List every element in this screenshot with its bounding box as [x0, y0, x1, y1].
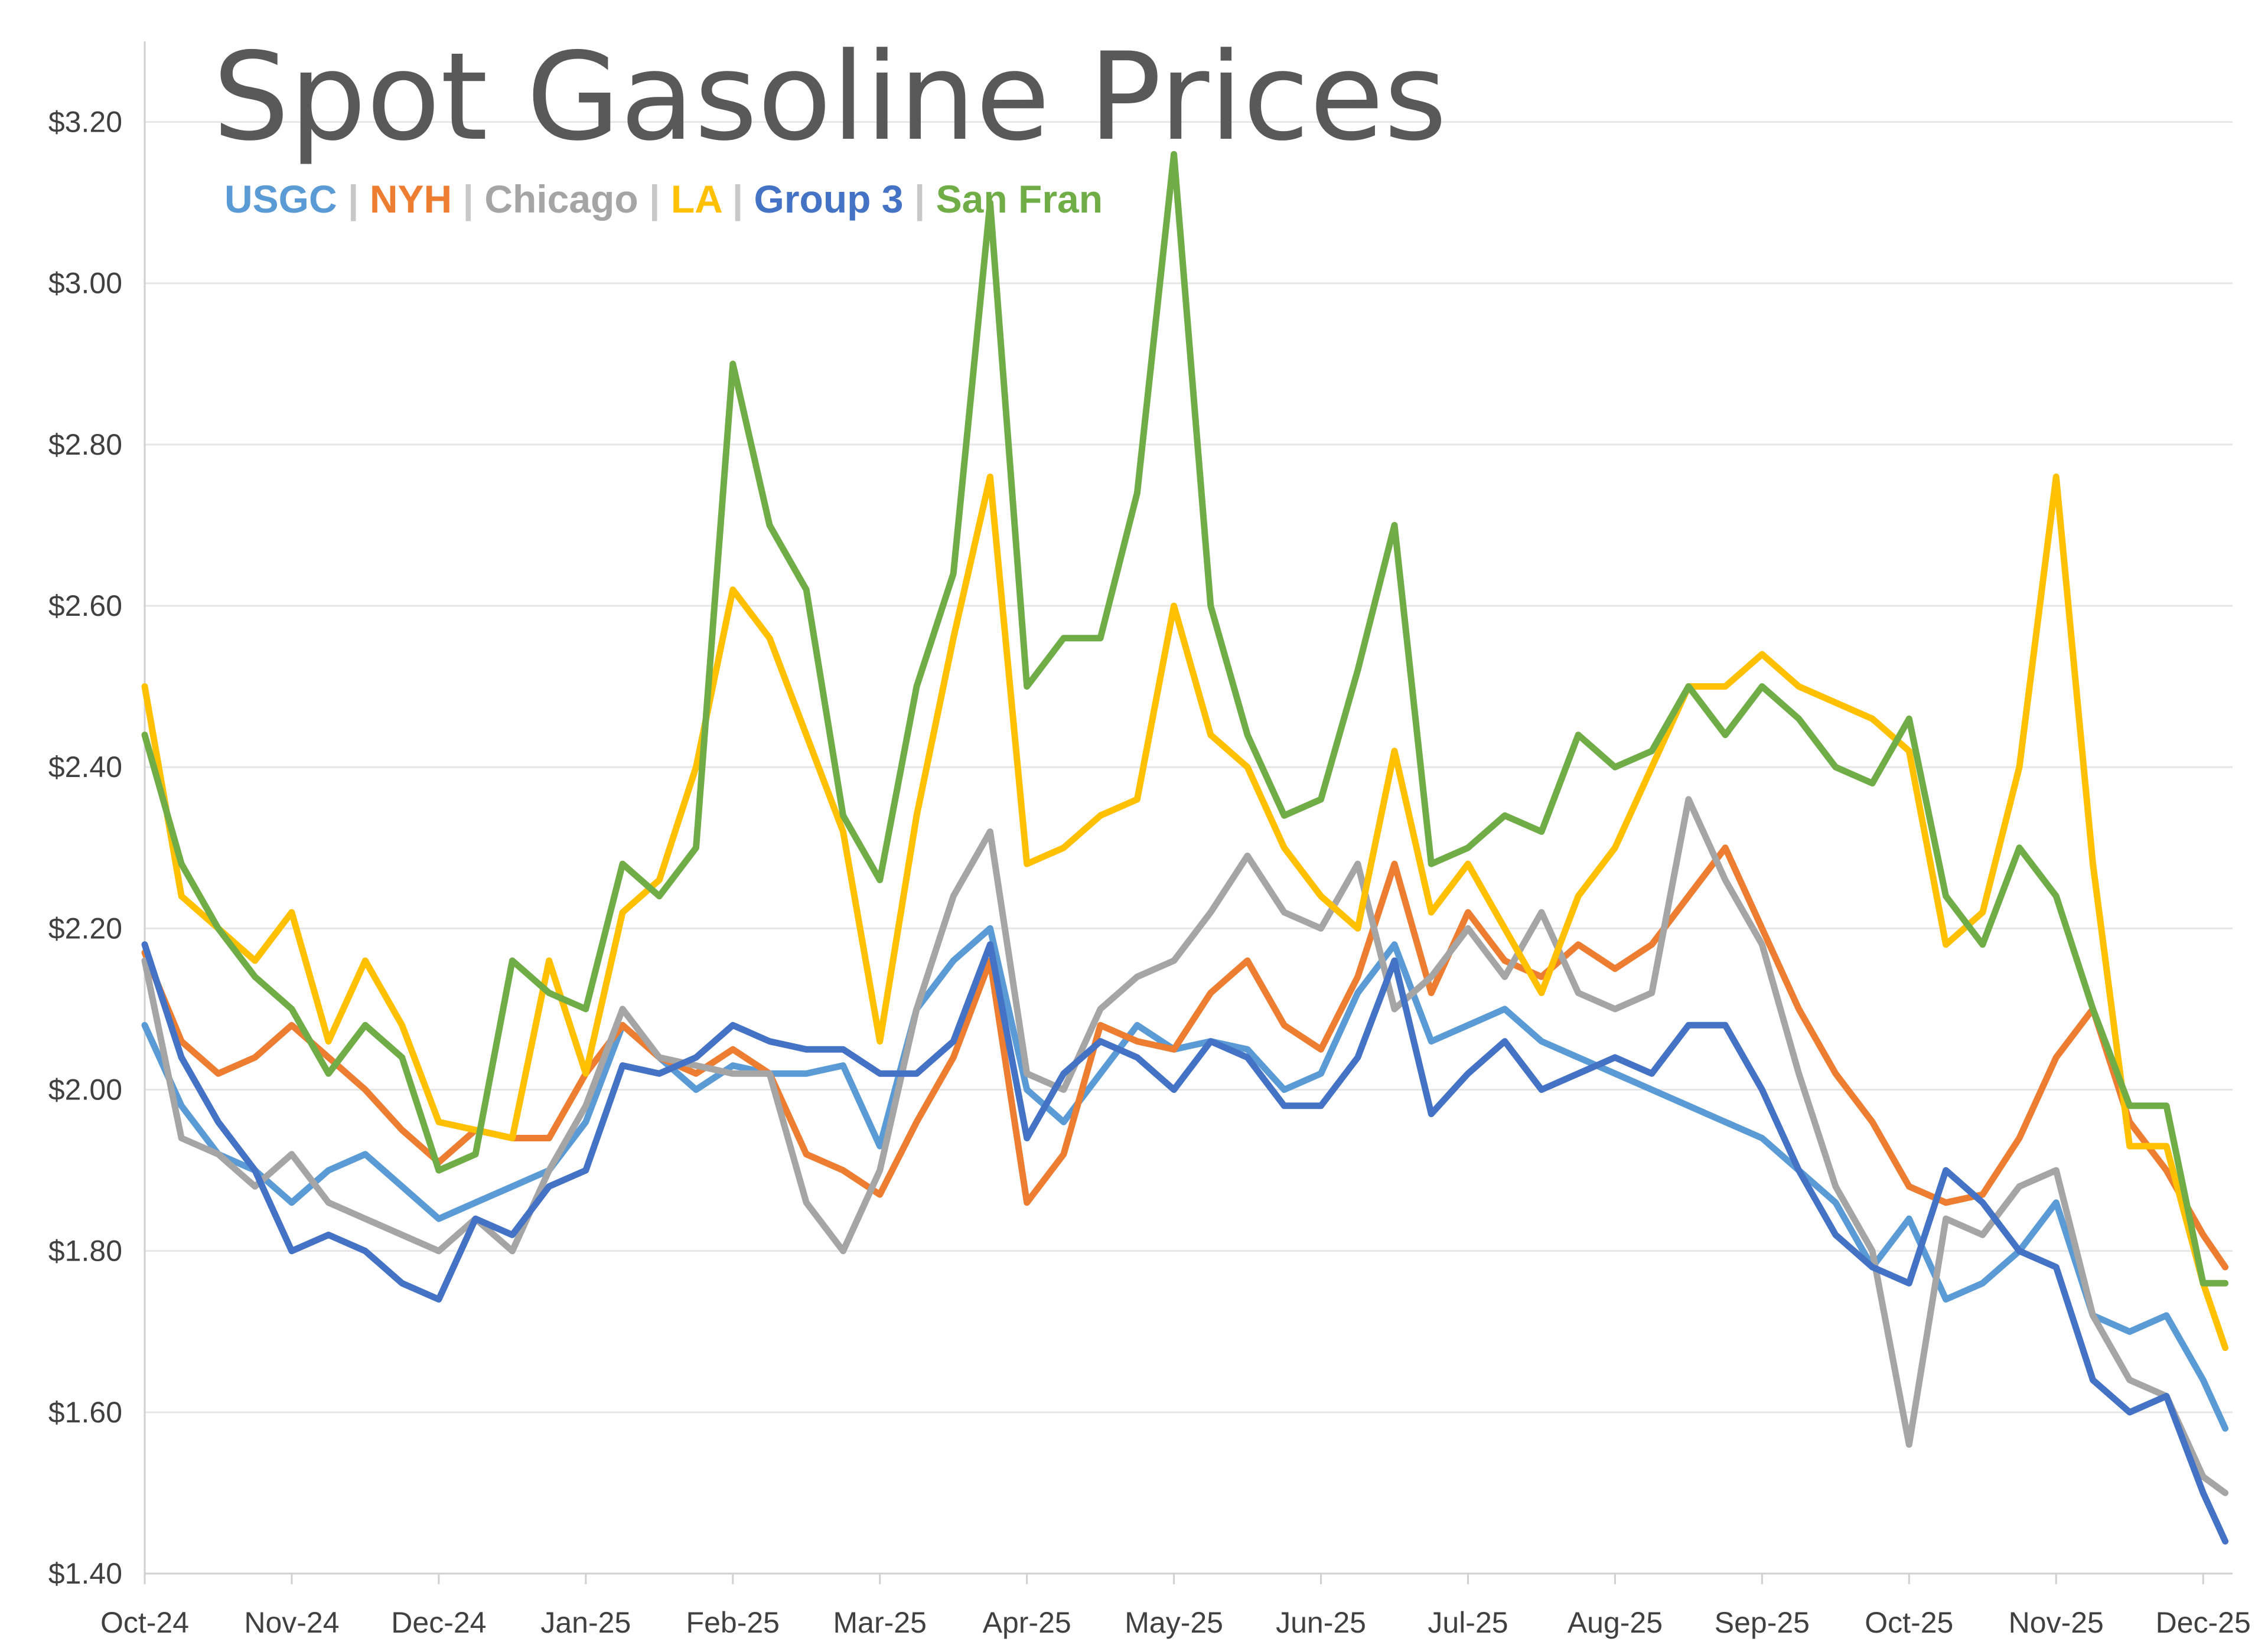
y-tick-label: $2.40	[48, 750, 122, 784]
x-tick-label: Mar-25	[833, 1606, 927, 1639]
legend-entry-chicago: Chicago	[484, 177, 638, 221]
x-tick-label: Dec-24	[391, 1606, 486, 1639]
gridlines	[145, 121, 2233, 1414]
y-tick-label: $2.80	[48, 428, 122, 461]
x-tick-label: Jul-25	[1428, 1606, 1508, 1639]
y-tick-label: $1.80	[48, 1235, 122, 1268]
x-tick-label: Oct-24	[100, 1606, 189, 1639]
x-axis-tick-labels: Oct-24 Nov-24 Dec-24 Jan-25 Feb-25 Mar-25 Apr-…	[100, 1606, 2251, 1639]
series-line-chicago	[141, 796, 2229, 1496]
series-lines	[141, 151, 2229, 1545]
legend-separator: |	[452, 177, 484, 222]
x-tick-label: Jun-25	[1276, 1606, 1366, 1639]
series-line-san-fran	[141, 151, 2229, 1287]
legend-entry-usgc: USGC	[224, 177, 337, 221]
x-tick-label: Feb-25	[686, 1606, 780, 1639]
x-tick-label: Nov-25	[2009, 1606, 2104, 1639]
y-tick-label: $1.40	[48, 1557, 122, 1590]
x-tick-label: Sep-25	[1715, 1606, 1810, 1639]
chart-title: Spot Gasoline Prices	[213, 27, 1447, 168]
x-tick-label: May-25	[1125, 1606, 1223, 1639]
series-line-group-3	[141, 941, 2229, 1545]
legend: USGC | NYH | Chicago | LA | Group 3 | Sa…	[224, 177, 1103, 222]
axes	[144, 41, 2233, 1584]
legend-entry-nyh: NYH	[370, 177, 452, 221]
legend-separator: |	[638, 177, 671, 222]
y-tick-label: $1.60	[48, 1396, 122, 1429]
x-tick-label: Dec-25	[2156, 1606, 2251, 1639]
series-line-la	[141, 474, 2229, 1352]
x-tick-label: Nov-24	[244, 1606, 339, 1639]
y-tick-label: $2.00	[48, 1073, 122, 1107]
x-tick-label: Apr-25	[983, 1606, 1071, 1639]
legend-separator: |	[904, 177, 936, 222]
y-tick-label: $3.20	[48, 106, 122, 139]
legend-separator: |	[721, 177, 754, 222]
series-line-usgc	[141, 925, 2229, 1432]
y-tick-label: $3.00	[48, 267, 122, 300]
legend-entry-group-3: Group 3	[754, 177, 904, 221]
legend-separator: |	[337, 177, 370, 222]
legend-entry-san-fran: San Fran	[936, 177, 1103, 221]
x-tick-label: Jan-25	[540, 1606, 631, 1639]
y-tick-label: $2.60	[48, 589, 122, 622]
legend-entry-la: LA	[671, 177, 722, 221]
y-tick-label: $2.20	[48, 912, 122, 945]
x-tick-label: Aug-25	[1568, 1606, 1663, 1639]
y-axis-tick-labels: $1.40 $1.60 $1.80 $2.00 $2.20 $2.40 $2.60 $2.80…	[48, 106, 122, 1590]
x-tick-label: Oct-25	[1865, 1606, 1953, 1639]
